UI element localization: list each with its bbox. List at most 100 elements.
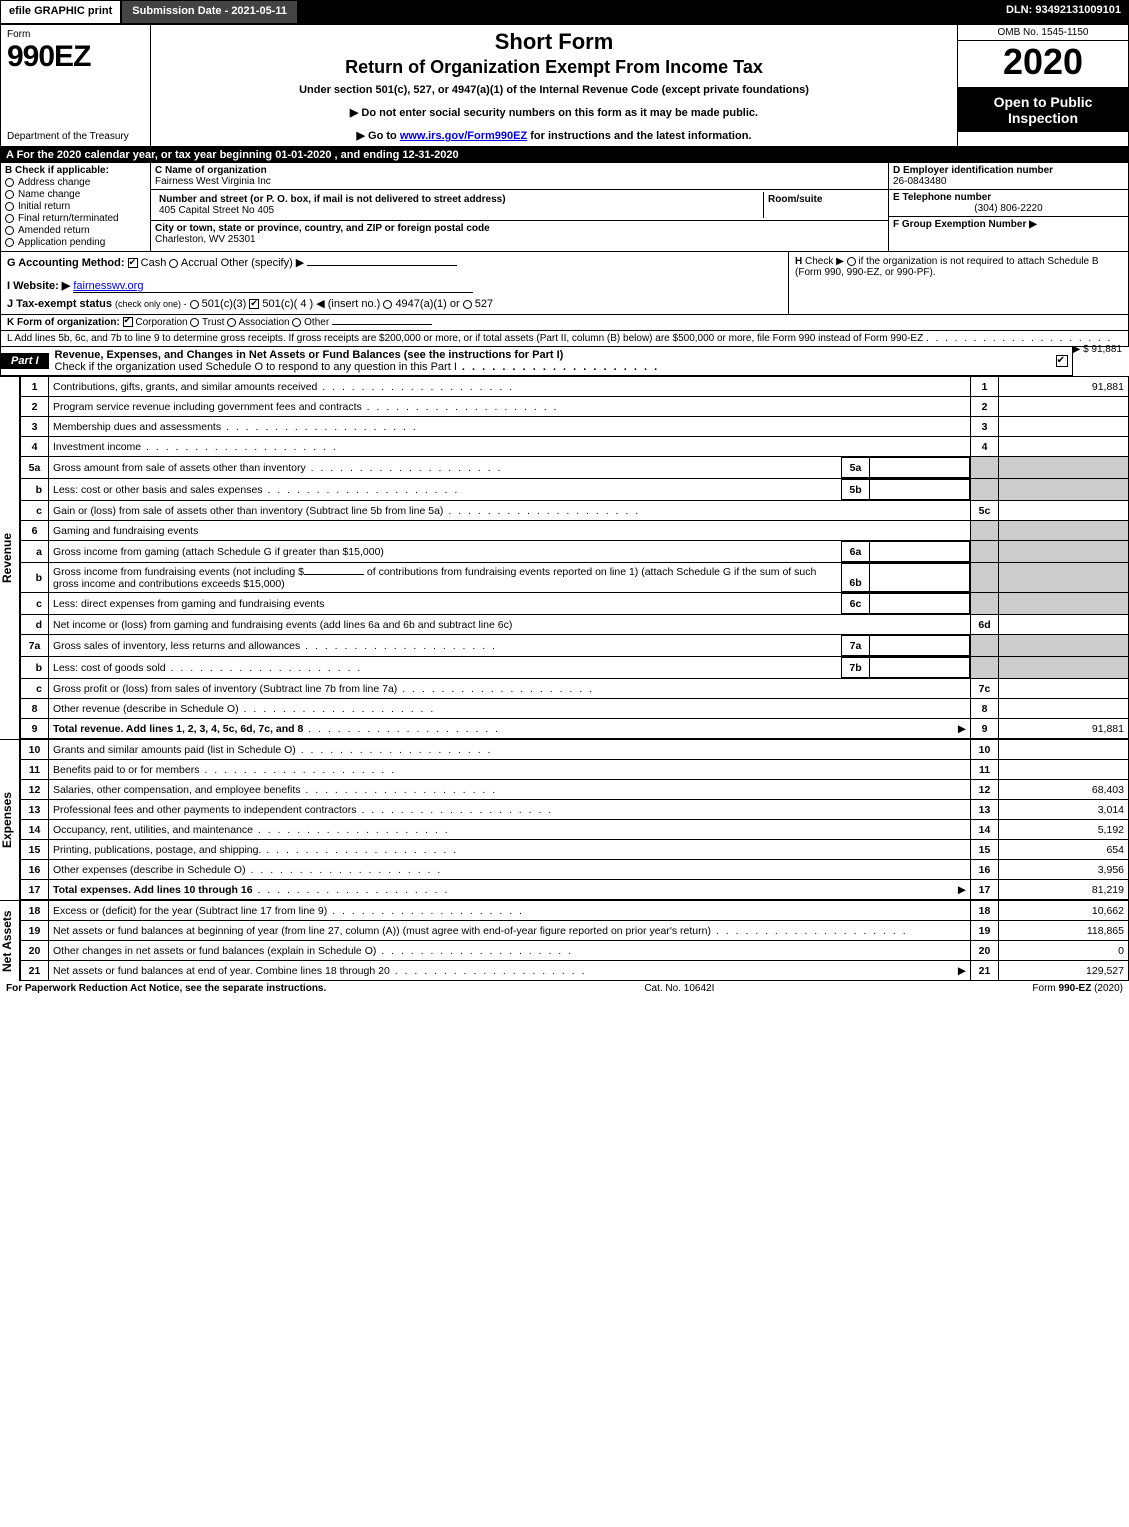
line-4-rnum: 4 xyxy=(971,437,999,457)
irs-link[interactable]: www.irs.gov/Form990EZ xyxy=(400,130,527,142)
efile-print-label[interactable]: efile GRAPHIC print xyxy=(0,0,121,24)
chk-501c3[interactable] xyxy=(190,300,199,309)
part-1-title: Revenue, Expenses, and Changes in Net As… xyxy=(55,349,564,361)
lbl-initial-return: Initial return xyxy=(18,201,70,212)
form-label: Form xyxy=(7,29,144,40)
line-5c-amt xyxy=(999,501,1129,521)
group-exemption-label: F Group Exemption Number ▶ xyxy=(893,219,1124,230)
line-5b-sa xyxy=(870,480,970,500)
chk-accrual[interactable] xyxy=(169,259,178,268)
website-link[interactable]: fairnesswv.org xyxy=(73,280,473,293)
line-6a-desc: Gross income from gaming (attach Schedul… xyxy=(53,546,384,558)
line-4-num: 4 xyxy=(21,437,49,457)
chk-address-change[interactable] xyxy=(5,178,14,187)
goto-instructions: ▶ Go to www.irs.gov/Form990EZ for instru… xyxy=(159,129,949,142)
chk-527[interactable] xyxy=(463,300,472,309)
line-16-desc: Other expenses (describe in Schedule O) xyxy=(53,864,246,876)
line-6d-desc: Net income or (loss) from gaming and fun… xyxy=(53,619,512,631)
line-16-num: 16 xyxy=(21,860,49,880)
line-16-rnum: 16 xyxy=(971,860,999,880)
chk-4947[interactable] xyxy=(383,300,392,309)
col-d-identifiers: D Employer identification number 26-0843… xyxy=(888,163,1128,251)
chk-schedule-b[interactable] xyxy=(847,257,856,266)
form-header: Form 990EZ Department of the Treasury Sh… xyxy=(0,24,1129,147)
line-19-num: 19 xyxy=(21,921,49,941)
line-6c-num: c xyxy=(21,593,49,615)
line-11-desc: Benefits paid to or for members xyxy=(53,764,199,776)
line-19-rnum: 19 xyxy=(971,921,999,941)
line-20-amt: 0 xyxy=(999,941,1129,961)
col-c-org-info: C Name of organization Fairness West Vir… xyxy=(151,163,888,251)
line-6d-amt xyxy=(999,615,1129,635)
city-value: Charleston, WV 25301 xyxy=(155,234,884,245)
row-l: L Add lines 5b, 6c, and 7b to line 9 to … xyxy=(0,331,1129,347)
row-j: J Tax-exempt status (check only one) - 5… xyxy=(7,297,782,310)
line-6c-desc: Less: direct expenses from gaming and fu… xyxy=(53,598,324,610)
line-1-num: 1 xyxy=(21,377,49,397)
line-6b-blank[interactable] xyxy=(304,574,364,575)
line-6-desc: Gaming and fundraising events xyxy=(49,521,971,541)
line-7a-num: 7a xyxy=(21,635,49,657)
line-7b-desc: Less: cost of goods sold xyxy=(53,662,166,674)
org-name-label: C Name of organization xyxy=(155,165,884,176)
line-6c-sa xyxy=(870,594,970,614)
line-17-amt: 81,219 xyxy=(999,880,1129,900)
line-7a-sa xyxy=(870,636,970,656)
line-4-amt xyxy=(999,437,1129,457)
line-9-desc: Total revenue. Add lines 1, 2, 3, 4, 5c,… xyxy=(53,723,303,735)
phone-label: E Telephone number xyxy=(893,192,1124,203)
other-org-input[interactable] xyxy=(332,324,432,325)
line-6d-num: d xyxy=(21,615,49,635)
chk-name-change[interactable] xyxy=(5,190,14,199)
chk-cash[interactable] xyxy=(128,258,138,268)
line-14-num: 14 xyxy=(21,820,49,840)
line-1-amt: 91,881 xyxy=(999,377,1129,397)
line-12-amt: 68,403 xyxy=(999,780,1129,800)
line-7c-num: c xyxy=(21,679,49,699)
chk-application-pending[interactable] xyxy=(5,238,14,247)
line-6b-num: b xyxy=(21,563,49,593)
line-5b-desc: Less: cost or other basis and sales expe… xyxy=(53,484,263,496)
line-20-desc: Other changes in net assets or fund bala… xyxy=(53,945,376,957)
footer-left: For Paperwork Reduction Act Notice, see … xyxy=(6,983,326,994)
title-main: Return of Organization Exempt From Incom… xyxy=(159,57,949,78)
line-1-desc: Contributions, gifts, grants, and simila… xyxy=(53,381,317,393)
chk-association[interactable] xyxy=(227,318,236,327)
line-21-amt: 129,527 xyxy=(999,961,1129,981)
chk-final-return[interactable] xyxy=(5,214,14,223)
line-21-arrow: ▶ xyxy=(958,965,966,977)
chk-trust[interactable] xyxy=(190,318,199,327)
line-6d-rnum: 6d xyxy=(971,615,999,635)
line-6-num: 6 xyxy=(21,521,49,541)
dln-label: DLN: 93492131009101 xyxy=(998,0,1129,24)
title-short-form: Short Form xyxy=(159,29,949,55)
line-15-amt: 654 xyxy=(999,840,1129,860)
under-section-text: Under section 501(c), 527, or 4947(a)(1)… xyxy=(159,84,949,96)
line-6c-sn: 6c xyxy=(842,594,870,614)
ein-value: 26-0843480 xyxy=(893,176,1124,187)
addr-value: 405 Capital Street No 405 xyxy=(159,205,759,216)
chk-corporation[interactable] xyxy=(123,317,133,327)
chk-initial-return[interactable] xyxy=(5,202,14,211)
chk-schedule-o-part1[interactable] xyxy=(1056,355,1068,367)
line-2-rnum: 2 xyxy=(971,397,999,417)
lbl-cash: Cash xyxy=(141,257,167,269)
entity-block: B Check if applicable: Address change Na… xyxy=(0,163,1129,252)
chk-amended-return[interactable] xyxy=(5,226,14,235)
line-3-amt xyxy=(999,417,1129,437)
line-10-amt xyxy=(999,740,1129,760)
line-8-amt xyxy=(999,699,1129,719)
col-b-label: B Check if applicable: xyxy=(5,165,146,176)
line-17-rnum: 17 xyxy=(971,880,999,900)
part-1-check-note: Check if the organization used Schedule … xyxy=(55,361,457,373)
line-7a-sn: 7a xyxy=(842,636,870,656)
line-3-num: 3 xyxy=(21,417,49,437)
line-20-num: 20 xyxy=(21,941,49,961)
line-6b-sn: 6b xyxy=(842,564,870,592)
chk-other-org[interactable] xyxy=(292,318,301,327)
netassets-side-label: Net Assets xyxy=(0,900,20,981)
chk-501c[interactable] xyxy=(249,299,259,309)
line-19-desc: Net assets or fund balances at beginning… xyxy=(53,925,711,937)
lbl-amended-return: Amended return xyxy=(18,225,90,236)
other-specify-input[interactable] xyxy=(307,265,457,266)
